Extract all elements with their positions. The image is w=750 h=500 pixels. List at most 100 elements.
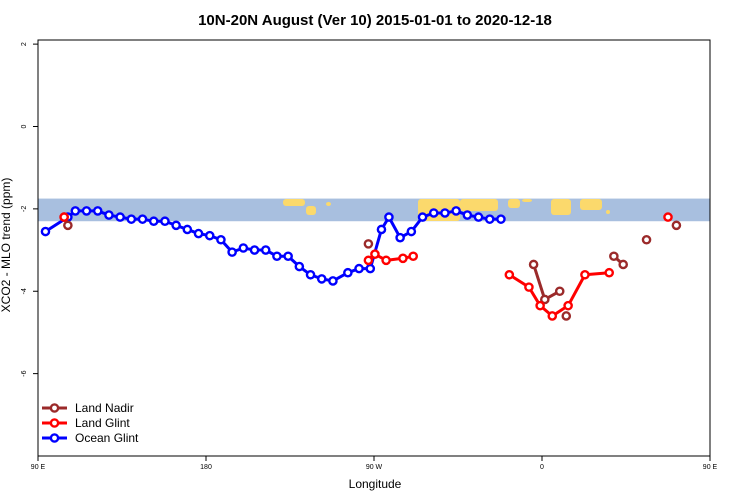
map-land	[508, 199, 520, 208]
ocean-glint-point	[328, 276, 338, 286]
ocean-glint-point	[496, 214, 506, 224]
land-nadir-point	[554, 286, 565, 297]
ocean-glint-point	[406, 226, 417, 237]
map-land	[580, 199, 602, 210]
x-tick-label: 0	[540, 464, 544, 471]
land-nadir-point	[363, 239, 374, 249]
ocean-glint-point	[451, 206, 461, 216]
land-glint-point	[381, 255, 391, 266]
x-tick-label: 90 E	[703, 464, 718, 471]
ocean-glint-point	[343, 267, 353, 278]
ocean-glint-point	[473, 212, 484, 222]
ocean-glint-point	[316, 274, 327, 284]
land-nadir-point	[671, 220, 682, 231]
ocean-glint-point	[272, 251, 282, 262]
ocean-glint-line	[44, 209, 501, 283]
ocean-glint-point	[216, 234, 226, 245]
land-glint-point	[524, 282, 534, 292]
ocean-glint-point	[417, 212, 428, 222]
x-axis-label: Longitude	[349, 477, 402, 491]
y-axis-label: XCO2 - MLO trend (ppm)	[0, 178, 13, 313]
ocean-glint-point	[227, 247, 237, 257]
legend-marker-ocean-glint	[49, 433, 60, 443]
x-tick-label: 90 E	[31, 464, 46, 471]
ocean-glint-point	[137, 214, 148, 224]
ocean-glint-point	[204, 230, 215, 241]
x-tick-label: 90 W	[366, 464, 383, 471]
ocean-glint-point	[126, 214, 137, 224]
y-tick-label: -6	[21, 370, 28, 376]
ocean-glint-point	[376, 224, 387, 235]
ocean-glint-point	[440, 208, 450, 218]
land-glint-point	[408, 251, 419, 262]
map-land	[606, 210, 610, 214]
ocean-glint-point	[171, 220, 181, 231]
y-tick-label: -2	[21, 206, 28, 212]
legend-label-land-glint: Land Glint	[75, 416, 130, 430]
land-glint-point	[580, 269, 590, 280]
plot-frame	[37, 39, 711, 457]
land-nadir-line	[532, 264, 547, 300]
ocean-glint-point	[484, 214, 495, 224]
land-nadir-point	[618, 259, 629, 270]
land-glint-line	[566, 274, 587, 307]
ocean-glint-point	[92, 206, 103, 216]
map-land	[551, 199, 571, 215]
map-ocean	[38, 198, 710, 222]
ocean-glint-point	[160, 216, 170, 227]
land-glint-point	[604, 267, 615, 278]
y-tick-label: -4	[21, 288, 28, 294]
legend-marker-land-glint	[49, 418, 60, 428]
land-glint-point	[504, 269, 515, 280]
ocean-glint-point	[283, 251, 293, 262]
land-nadir-point	[561, 311, 572, 321]
ocean-glint-point	[115, 212, 125, 222]
ocean-glint-point	[354, 263, 364, 274]
land-glint-point	[370, 249, 380, 259]
legend-label-ocean-glint: Ocean Glint	[75, 431, 139, 445]
map-land	[306, 206, 316, 215]
ocean-glint-point	[238, 243, 249, 253]
y-tick-label: 2	[21, 42, 28, 46]
ocean-glint-point	[40, 226, 51, 237]
map-land	[522, 199, 532, 202]
legend-label-land-nadir: Land Nadir	[75, 401, 134, 415]
world-map-strip	[38, 198, 710, 222]
land-glint-point	[398, 253, 408, 264]
land-glint-point	[59, 212, 69, 222]
x-tick-label: 180	[200, 464, 212, 471]
ocean-glint-point	[182, 224, 193, 235]
land-nadir-point	[528, 259, 539, 270]
y-tick-label: 0	[21, 124, 28, 128]
land-glint-point	[563, 300, 573, 311]
land-nadir-point	[609, 251, 619, 262]
ocean-glint-point	[249, 245, 260, 255]
legend-marker-land-nadir	[49, 403, 60, 413]
land-glint-point	[535, 300, 545, 311]
series-points	[40, 206, 682, 321]
land-glint-point	[547, 311, 558, 321]
ocean-glint-point	[428, 208, 439, 218]
land-nadir-point	[540, 294, 550, 305]
map-land	[296, 201, 302, 204]
ocean-glint-point	[81, 206, 92, 216]
ocean-glint-point	[305, 269, 316, 280]
ocean-glint-point	[193, 228, 204, 239]
y-axis: 2 0 -2 -4 -6	[21, 42, 38, 377]
land-nadir-point	[63, 220, 73, 231]
land-glint-point	[363, 255, 374, 266]
ocean-glint-point	[365, 263, 376, 274]
chart-title: 10N-20N August (Ver 10) 2015-01-01 to 20…	[198, 12, 552, 29]
ocean-glint-point	[104, 210, 114, 220]
ocean-glint-point	[462, 210, 473, 220]
ocean-glint-point	[395, 232, 405, 243]
ocean-glint-point	[260, 245, 271, 255]
ocean-glint-point	[294, 261, 305, 272]
ocean-glint-point	[70, 206, 81, 216]
map-land	[326, 202, 331, 206]
land-nadir-point	[641, 234, 652, 245]
land-glint-point	[663, 212, 673, 222]
